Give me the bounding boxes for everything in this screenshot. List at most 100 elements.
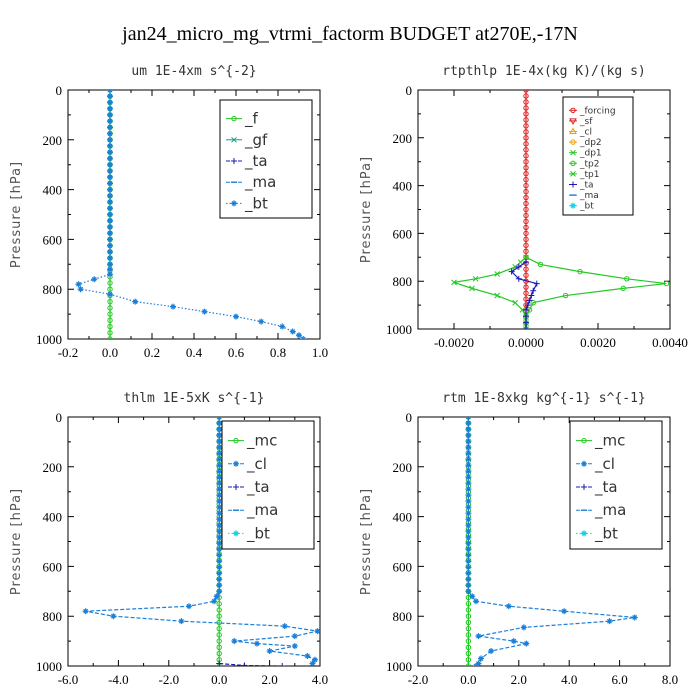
legend-label: _cl (246, 455, 267, 474)
figure-title: jan24_micro_mg_vtrmi_factorm BUDGET at27… (121, 23, 578, 45)
data-point (577, 268, 583, 275)
data-point (107, 242, 113, 249)
data-point (465, 426, 472, 433)
data-point (216, 570, 223, 577)
x-tick-label: 0.0020 (580, 335, 616, 350)
data-point (107, 255, 113, 262)
series-tp2 (523, 254, 670, 329)
data-point (107, 330, 113, 336)
data-point (465, 444, 472, 451)
data-point (465, 528, 472, 535)
x-tick-label: 6.0 (611, 672, 627, 687)
data-point (465, 438, 472, 445)
y-tick-label: 400 (43, 183, 63, 198)
panel-title: thlm 1E-5xK s^{-1} (124, 391, 265, 406)
data-point (258, 318, 265, 325)
legend-label: _cl (594, 455, 615, 474)
legend-marker (570, 149, 576, 156)
data-point (211, 598, 218, 605)
data-point (523, 272, 529, 278)
data-point (75, 281, 82, 288)
data-point (523, 640, 530, 647)
data-point (107, 93, 113, 100)
x-tick-label: -6.0 (58, 672, 79, 687)
chart-panel-3: thlm 1E-5xK s^{-1} Pressure [hPa] -6.0 -4.0… (9, 391, 328, 687)
data-point (472, 275, 479, 282)
data-point (216, 552, 223, 559)
data-point (213, 593, 220, 600)
legend-label: _dp2 (579, 138, 602, 148)
data-point (132, 298, 139, 305)
legend-label: _ta (244, 152, 268, 171)
data-point (465, 420, 472, 427)
data-point (107, 174, 113, 181)
data-point (107, 317, 113, 324)
legend-label: _dp1 (579, 149, 602, 159)
x-tick-label: -0.2 (58, 345, 79, 360)
legend-label: _ta (594, 478, 618, 497)
data-point (107, 130, 113, 137)
data-point (216, 486, 223, 493)
data-point (465, 576, 472, 583)
legend-label: _ta (246, 478, 270, 497)
data-point (606, 618, 613, 625)
x-tick-label: 0.0 (211, 672, 227, 687)
legend-label: _forcing (579, 106, 616, 116)
data-point (216, 644, 222, 651)
data-point (494, 271, 501, 277)
data-point (465, 564, 472, 571)
data-point (465, 644, 472, 651)
y-tick-label: 200 (393, 460, 413, 475)
data-point (107, 336, 113, 339)
data-point (231, 638, 238, 645)
data-point (523, 123, 529, 129)
legend: _f _gf _ta _ma _bt (219, 99, 313, 219)
data-point (216, 564, 223, 571)
series-ta (508, 259, 540, 329)
data-point (107, 105, 113, 112)
data-point (216, 474, 223, 481)
data-point (465, 632, 472, 638)
data-point (304, 653, 311, 660)
series-bt (75, 90, 307, 339)
data-point (465, 516, 472, 523)
data-point (291, 633, 298, 640)
data-point (216, 456, 223, 463)
legend: _forcing_sf_cl_dp2_dp1_tp2_tp1_ta_ma_bt (562, 96, 634, 216)
y-tick-label: 600 (43, 232, 63, 247)
x-tick-label: 0.0040 (652, 335, 688, 350)
data-point (107, 230, 113, 237)
data-point (523, 99, 529, 105)
data-point (465, 522, 472, 529)
data-point (465, 486, 472, 493)
series-line (77, 90, 304, 339)
legend-label: _gf (244, 131, 268, 150)
data-point (178, 618, 185, 625)
data-point (107, 111, 113, 118)
y-axis-label: Pressure [hPa] (359, 488, 374, 595)
legend-label: _bt (244, 194, 268, 213)
y-axis-label: Pressure [hPa] (9, 161, 24, 268)
y-tick-label: 200 (43, 460, 63, 475)
data-point (523, 319, 529, 326)
data-point (517, 259, 524, 265)
data-point (279, 323, 286, 330)
legend-marker (233, 437, 239, 444)
data-point (465, 570, 472, 577)
data-point (465, 540, 472, 547)
legend: _mc _cl _ta _ma _bt (569, 420, 663, 550)
data-point (465, 450, 472, 457)
data-point (528, 292, 535, 299)
data-point (465, 462, 472, 469)
chart-panel-1: um 1E-4xm s^{-2} Pressure [hPa] -0.2 0.0 0.2… (9, 64, 328, 360)
data-point (523, 93, 529, 99)
data-point (523, 313, 529, 320)
data-point (465, 558, 472, 565)
data-point (488, 648, 495, 655)
data-point (216, 660, 223, 666)
legend-marker (581, 530, 587, 537)
data-point (110, 613, 117, 620)
data-point (523, 170, 529, 177)
data-point (107, 161, 113, 168)
legend-marker (231, 115, 237, 122)
